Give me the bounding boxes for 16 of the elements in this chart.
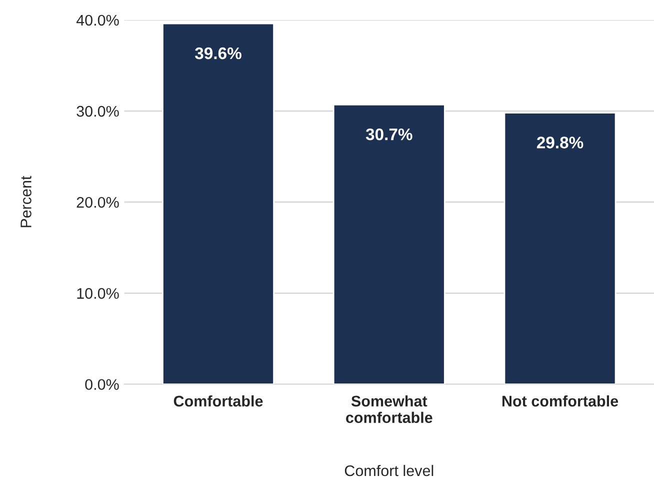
y-tick-label: 30.0% bbox=[76, 106, 119, 117]
data-label: 30.7% bbox=[366, 128, 412, 140]
x-tick-label: Comfortable bbox=[174, 395, 263, 407]
x-tick-label: Somewhat comfortable bbox=[346, 395, 432, 424]
y-tick-label: 40.0% bbox=[76, 14, 119, 26]
y-axis-title: Percent bbox=[20, 176, 32, 228]
data-label: 29.8% bbox=[536, 136, 584, 148]
y-tick-label: 0.0% bbox=[85, 379, 119, 390]
x-tick-label: Not comfortable bbox=[502, 395, 618, 407]
data-label: 39.6% bbox=[195, 47, 242, 60]
y-tick-label: 20.0% bbox=[76, 196, 119, 208]
x-axis-title: Comfort level bbox=[344, 464, 434, 476]
bar bbox=[504, 112, 616, 384]
y-tick-label: 10.0% bbox=[77, 288, 119, 299]
bar bbox=[162, 22, 274, 384]
bar bbox=[332, 104, 446, 384]
